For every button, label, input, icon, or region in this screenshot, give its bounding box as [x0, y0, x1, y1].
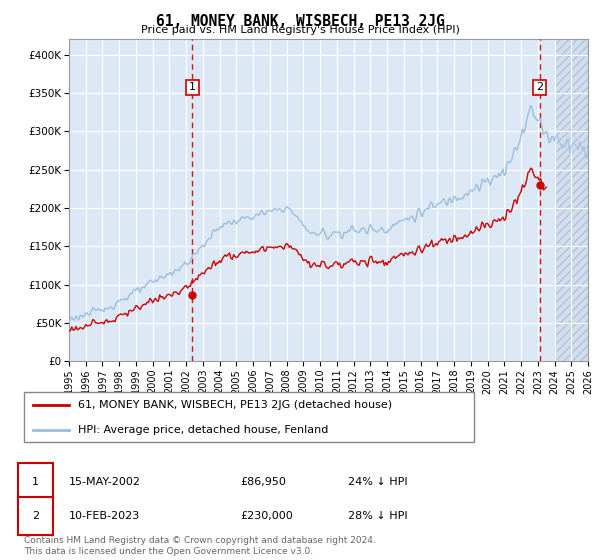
Text: Contains HM Land Registry data © Crown copyright and database right 2024.
This d: Contains HM Land Registry data © Crown c… — [24, 536, 376, 556]
Bar — [554, 39, 588, 361]
Text: 61, MONEY BANK, WISBECH, PE13 2JG: 61, MONEY BANK, WISBECH, PE13 2JG — [155, 14, 445, 29]
Text: £230,000: £230,000 — [240, 511, 293, 521]
FancyBboxPatch shape — [24, 392, 474, 442]
Text: 24% ↓ HPI: 24% ↓ HPI — [348, 477, 407, 487]
Text: 10-FEB-2023: 10-FEB-2023 — [69, 511, 140, 521]
Text: 1: 1 — [32, 477, 39, 487]
Text: HPI: Average price, detached house, Fenland: HPI: Average price, detached house, Fenl… — [78, 425, 328, 435]
Text: 28% ↓ HPI: 28% ↓ HPI — [348, 511, 407, 521]
Text: 2: 2 — [536, 82, 543, 92]
Text: 1: 1 — [189, 82, 196, 92]
Text: Price paid vs. HM Land Registry's House Price Index (HPI): Price paid vs. HM Land Registry's House … — [140, 25, 460, 35]
Text: 61, MONEY BANK, WISBECH, PE13 2JG (detached house): 61, MONEY BANK, WISBECH, PE13 2JG (detac… — [78, 400, 392, 409]
Text: 15-MAY-2002: 15-MAY-2002 — [69, 477, 141, 487]
Bar — [554, 39, 588, 361]
Text: 2: 2 — [32, 511, 39, 521]
Text: £86,950: £86,950 — [240, 477, 286, 487]
